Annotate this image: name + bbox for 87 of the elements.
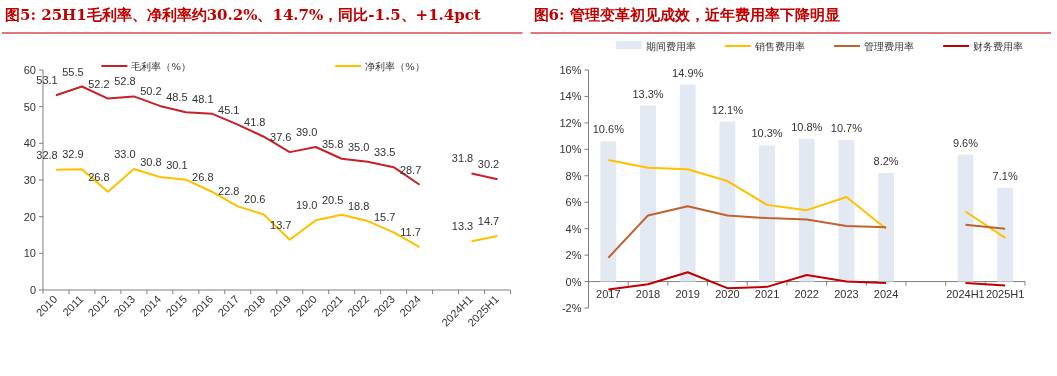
- data-label: 52.8: [114, 75, 136, 88]
- data-label: 50.2: [140, 84, 162, 97]
- data-label: 35.0: [347, 140, 370, 153]
- bar: [719, 121, 736, 282]
- legend-label: 销售费用率: [753, 41, 805, 52]
- data-label: 13.3: [451, 220, 474, 233]
- x-tick-label: 2024H1: [946, 287, 985, 300]
- data-label: 20.6: [244, 193, 266, 206]
- y-tick-label: 50: [23, 100, 36, 113]
- x-tick-label: 2019: [675, 287, 700, 300]
- x-tick-label: 2023: [834, 287, 859, 300]
- data-label: 41.8: [244, 115, 266, 128]
- y-tick-label: 4%: [565, 222, 582, 235]
- data-label: 14.7: [477, 215, 500, 228]
- data-label: 28.7: [399, 163, 422, 176]
- data-label: 10.3%: [751, 127, 783, 140]
- legend-label: 毛利率（%）: [131, 61, 191, 72]
- y-tick-label: 12%: [559, 116, 582, 129]
- x-tick-label: 2024: [873, 287, 899, 300]
- data-label: 10.6%: [592, 123, 625, 136]
- x-tick-label: 2021: [754, 287, 780, 300]
- x-tick-label: 2018: [635, 287, 661, 300]
- legend-label: 期间费用率: [645, 41, 696, 52]
- data-label: 32.9: [62, 148, 84, 161]
- data-label: 37.6: [270, 131, 292, 144]
- data-label: 18.8: [347, 200, 370, 213]
- y-tick-label: 10%: [559, 143, 582, 156]
- chart-title: 图6: 管理变革初见成效，近年费用率下降明显: [533, 6, 840, 24]
- data-label: 30.1: [166, 158, 188, 171]
- data-label: 33.0: [114, 148, 136, 160]
- data-label: 30.2: [477, 158, 500, 171]
- y-tick-label: 0: [29, 284, 36, 296]
- data-label: 26.8: [192, 170, 214, 183]
- bar: [838, 140, 855, 282]
- data-label: 30.8: [140, 156, 162, 169]
- y-tick-label: 30: [23, 174, 36, 186]
- y-tick-label: 16%: [559, 64, 582, 76]
- data-label: 35.8: [321, 137, 344, 150]
- y-tick-label: 2%: [565, 249, 582, 262]
- data-label: 45.1: [218, 103, 240, 116]
- data-label: 55.5: [62, 65, 84, 78]
- data-label: 48.1: [192, 92, 214, 105]
- y-tick-label: 60: [23, 64, 36, 76]
- data-label: 14.9%: [672, 66, 704, 79]
- data-label: 13.3%: [632, 87, 664, 100]
- bar: [679, 84, 696, 282]
- data-label: 9.6%: [952, 136, 979, 149]
- data-label: 8.2%: [873, 155, 899, 168]
- data-label: 11.7: [400, 226, 421, 239]
- x-tick-label: 2025H1: [985, 287, 1025, 300]
- y-tick-label: 20: [23, 210, 36, 223]
- y-tick-label: 6%: [565, 196, 582, 209]
- bar: [997, 187, 1014, 282]
- legend-label: 财务费用率: [973, 41, 1024, 52]
- bar: [957, 154, 974, 282]
- data-label: 31.8: [451, 152, 474, 165]
- y-tick-label: 8%: [565, 169, 582, 182]
- x-tick-label: 2017: [596, 287, 621, 300]
- x-tick-label: 2020: [715, 287, 740, 300]
- data-label: 15.7: [373, 211, 396, 224]
- legend-label: 净利率（%）: [365, 61, 425, 72]
- bar: [600, 141, 617, 282]
- data-label: 48.5: [166, 91, 188, 104]
- bar: [878, 173, 895, 282]
- y-tick-label: -2%: [561, 302, 582, 314]
- data-label: 10.8%: [791, 120, 823, 133]
- data-label: 22.8: [218, 185, 240, 198]
- data-label: 39.0: [296, 126, 318, 138]
- data-label: 10.7%: [830, 122, 863, 135]
- bar: [798, 138, 815, 282]
- chart-title: 图5: 25H1毛利率、净利率约30.2%、14.7%，同比-1.5、+1.4pct: [5, 6, 481, 24]
- y-tick-label: 10: [23, 247, 36, 260]
- data-label: 12.1%: [711, 103, 744, 116]
- data-label: 7.1%: [992, 169, 1018, 182]
- x-tick-label: 2022: [794, 287, 819, 300]
- data-label: 20.5: [321, 193, 344, 206]
- data-label: 33.5: [373, 146, 396, 159]
- legend-label: 管理费用率: [864, 41, 915, 52]
- data-label: 19.0: [296, 199, 318, 212]
- data-label: 52.2: [88, 77, 110, 90]
- data-label: 32.8: [36, 148, 58, 161]
- y-tick-label: 14%: [559, 90, 582, 103]
- data-label: 53.1: [36, 74, 58, 87]
- y-tick-label: 40: [23, 137, 36, 150]
- y-tick-label: 0%: [565, 275, 582, 288]
- bar: [759, 145, 775, 282]
- bar: [640, 105, 656, 282]
